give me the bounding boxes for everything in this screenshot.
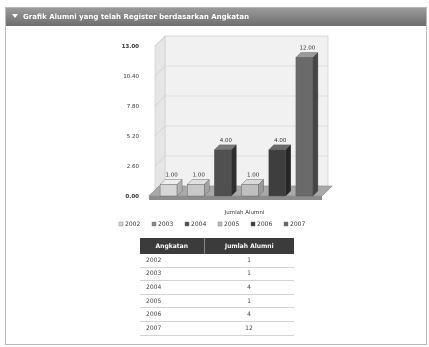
legend-label-2003: 2003 (158, 221, 173, 228)
table-row: 2003 1 (140, 267, 294, 282)
legend-label-2005: 2005 (224, 221, 239, 228)
data-label-2007: 12.00 (300, 46, 316, 52)
table-row: 2005 1 (140, 294, 294, 309)
cell-angkatan: 2006 (140, 307, 204, 322)
bar-chart: 0.00 2.60 5.20 7.80 10.40 13.00 1.00 1.00 4.00 1.… (118, 35, 333, 228)
bar-2004 (214, 149, 232, 197)
collapse-arrow-icon[interactable] (12, 14, 18, 18)
cell-jumlah: 1 (204, 294, 294, 309)
panel-header[interactable]: Grafik Alumni yang telah Register berdas… (6, 8, 426, 26)
y-tick-label: 0.00 (125, 194, 139, 200)
gridline (154, 125, 328, 137)
table-header-row: Angkatan Jumlah Alumni (140, 238, 294, 254)
legend-swatch-2005 (217, 221, 223, 227)
bar-2007 (295, 57, 314, 197)
cell-angkatan: 2004 (140, 280, 204, 295)
bar-side-2006 (285, 144, 291, 197)
legend-label-2004: 2004 (191, 221, 206, 228)
chart-floor-edge (149, 196, 322, 200)
cell-jumlah: 4 (204, 280, 294, 295)
y-tick-label: 13.00 (122, 44, 140, 50)
legend-swatch-2007 (283, 221, 289, 227)
legend-label-2006: 2006 (257, 221, 272, 228)
bar-side-2007 (312, 52, 319, 197)
legend-swatch-2004 (184, 221, 190, 227)
legend-swatch-2006 (250, 221, 256, 227)
y-tick-label: 5.20 (127, 134, 140, 140)
bar-side-2002 (176, 178, 183, 197)
y-tick-label: 7.80 (127, 104, 140, 110)
chart-side-wall (154, 35, 166, 197)
cell-angkatan: 2002 (140, 254, 204, 268)
panel-title: Grafik Alumni yang telah Register berdas… (23, 13, 250, 21)
legend-swatch-2003 (151, 221, 157, 227)
bar-2005 (241, 184, 259, 197)
data-label-2004: 4.00 (220, 138, 233, 144)
table-row: 2006 4 (140, 307, 294, 322)
bar-2006 (268, 149, 286, 197)
bar-2003 (187, 184, 205, 197)
bar-side-2003 (204, 178, 210, 197)
y-tick-label: 2.60 (127, 164, 140, 170)
cell-angkatan: 2003 (140, 267, 204, 282)
y-tick-label: 10.40 (123, 74, 139, 80)
gridline (154, 65, 328, 77)
cell-angkatan: 2007 (140, 321, 204, 336)
legend-swatch-2002 (118, 221, 124, 227)
bar-2002 (159, 184, 178, 197)
alumni-table: Angkatan Jumlah Alumni 2002 1 2003 1 200… (140, 238, 294, 336)
cell-jumlah: 1 (204, 267, 294, 282)
cell-jumlah: 4 (204, 307, 294, 322)
data-label-2003: 1.00 (193, 172, 206, 178)
table-row: 2002 1 (140, 254, 294, 268)
x-axis-label: Jumlah Alumni (224, 210, 265, 216)
cell-jumlah: 1 (204, 254, 294, 268)
data-label-2005: 1.00 (247, 172, 260, 178)
gridline (154, 95, 328, 107)
cell-angkatan: 2005 (140, 294, 204, 309)
bar-side-2004 (231, 144, 237, 197)
column-header-angkatan: Angkatan (140, 238, 205, 254)
legend-label-2007: 2007 (290, 221, 305, 228)
gridline (154, 35, 328, 47)
legend-label-2002: 2002 (125, 221, 140, 228)
data-label-2006: 4.00 (274, 138, 287, 144)
column-header-jumlah: Jumlah Alumni (204, 238, 294, 254)
bar-side-2005 (258, 178, 264, 197)
data-label-2002: 1.00 (165, 172, 178, 178)
table-row: 2004 4 (140, 280, 294, 295)
table-row: 2007 12 (140, 321, 294, 336)
cell-jumlah: 12 (204, 321, 294, 336)
